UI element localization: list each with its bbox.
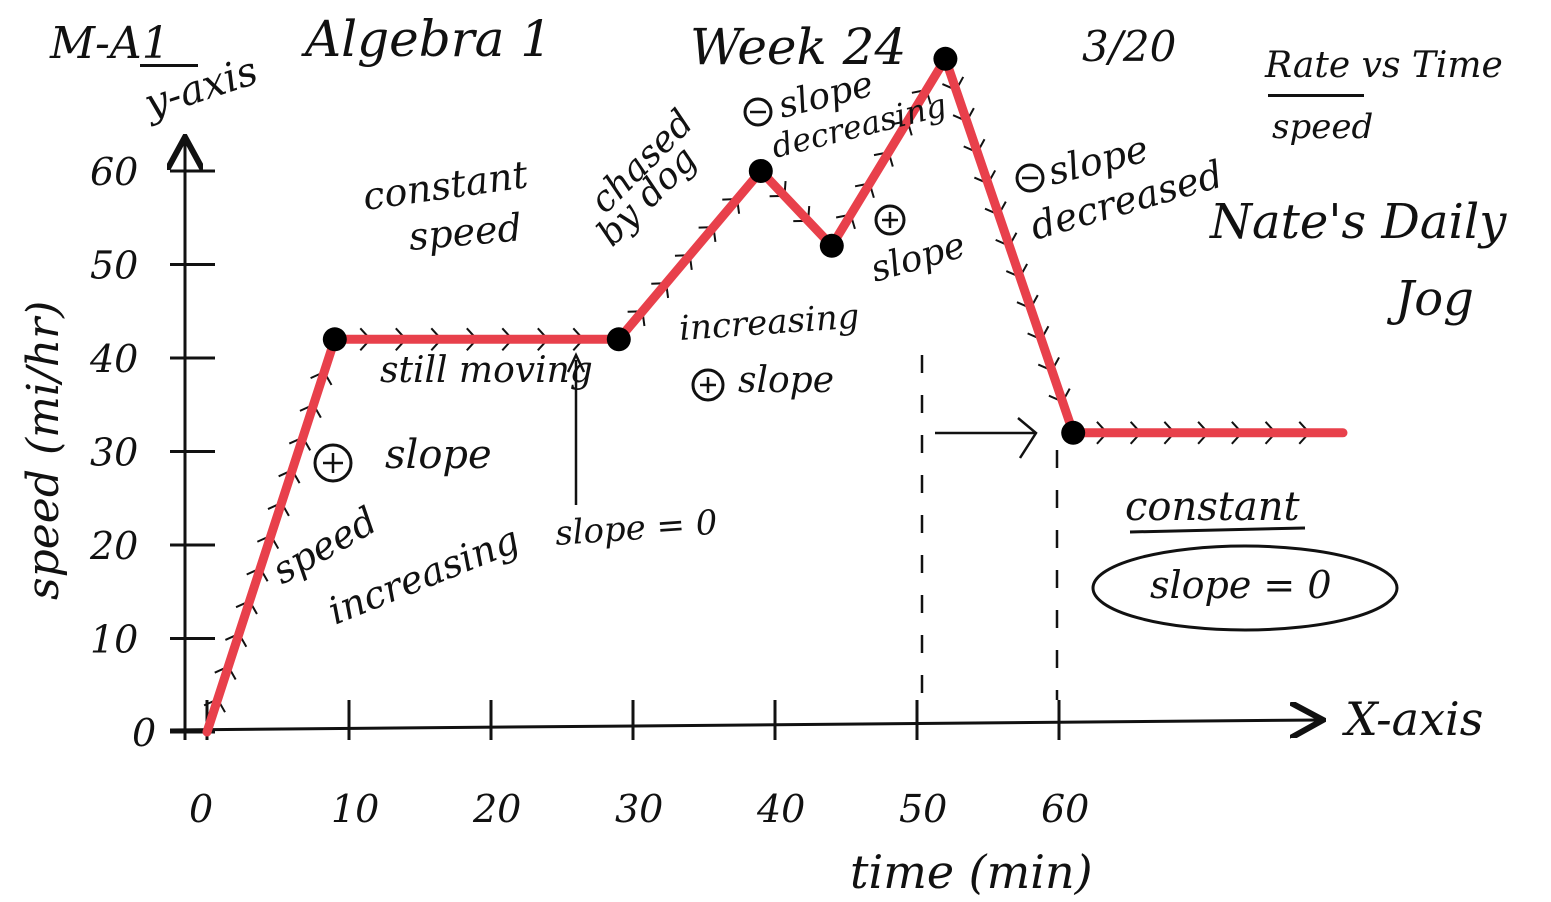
annotation-slope-zero: slope = 0	[554, 503, 719, 554]
week-label: Week 24	[690, 18, 907, 76]
guide-arrow	[935, 417, 1038, 459]
axis-ticks: 0 10 20 30 40 50 60 0 10 20 30 40 50 60	[89, 150, 1089, 831]
x-tick-label: 40	[756, 787, 805, 831]
rate-vs-time: Rate vs Time	[1265, 45, 1503, 86]
x-tick-label: 10	[331, 787, 379, 831]
plus-sign-icon	[323, 453, 343, 473]
course-name: Algebra 1	[305, 10, 553, 68]
y-tick-label: 0	[132, 711, 156, 755]
data-point	[322, 327, 347, 352]
annotation-pos-slope-1: slope	[385, 432, 492, 478]
course-code: M-A1	[50, 18, 170, 69]
annotation-constant-speed: speed	[407, 205, 524, 259]
x-tick-label: 30	[615, 787, 663, 831]
x-tick-label: 20	[472, 787, 521, 831]
speed-series-line	[202, 54, 1348, 737]
annotation-pos-slope-3: slope	[866, 225, 970, 291]
plus-sign-icon	[882, 212, 898, 228]
x-axis-label: time (min)	[850, 845, 1093, 899]
data-point	[1061, 420, 1086, 445]
plus-sign-icon	[700, 377, 716, 393]
chart-title-line1: Nate's Daily	[1210, 194, 1507, 250]
y-tick-label: 10	[90, 618, 138, 662]
y-axis-label: speed (mi/hr)	[18, 301, 69, 600]
rate-subtitle: speed	[1272, 107, 1374, 147]
x-tick-label: 50	[899, 787, 947, 831]
slope-zero-pointer	[566, 352, 586, 505]
minus-circle-icon	[743, 97, 773, 127]
annotation-still-moving: still moving	[380, 350, 593, 391]
course-code-underline	[140, 64, 198, 67]
x-tick-label: 0	[189, 787, 213, 831]
annotation-constant-2: constant	[1125, 484, 1300, 530]
y-tick-label: 50	[90, 244, 138, 288]
y-tick-label: 40	[89, 337, 138, 381]
slope-zero-ellipse	[1091, 544, 1399, 632]
annotation-increasing-2: increasing	[678, 296, 861, 348]
y-tick-label: 30	[90, 431, 138, 475]
annotation-slope-zero-2: slope = 0	[1150, 563, 1332, 607]
data-point	[606, 327, 631, 352]
plus-circle-icon	[874, 204, 906, 236]
rate-underline	[1268, 94, 1364, 97]
plus-circle-icon	[691, 368, 725, 402]
y-tick-label: 20	[89, 524, 138, 568]
data-point	[748, 159, 773, 183]
plus-circle-icon	[313, 443, 353, 483]
series-layer	[202, 46, 1348, 737]
chart-title-line2: Jog	[1395, 271, 1474, 327]
x-axis-line	[169, 720, 1320, 730]
data-point	[819, 233, 844, 258]
x-tick-label: 60	[1041, 787, 1089, 831]
y-tick-label: 60	[90, 150, 138, 194]
date-label: 3/20	[1082, 22, 1177, 71]
annotation-pos-slope-2: slope	[738, 360, 834, 401]
y-axis-name: y-axis	[137, 48, 263, 128]
data-point	[933, 46, 958, 71]
minus-circle-icon	[1015, 163, 1045, 193]
constant-underline	[1129, 526, 1306, 534]
x-axis-name: X-axis	[1342, 692, 1483, 746]
